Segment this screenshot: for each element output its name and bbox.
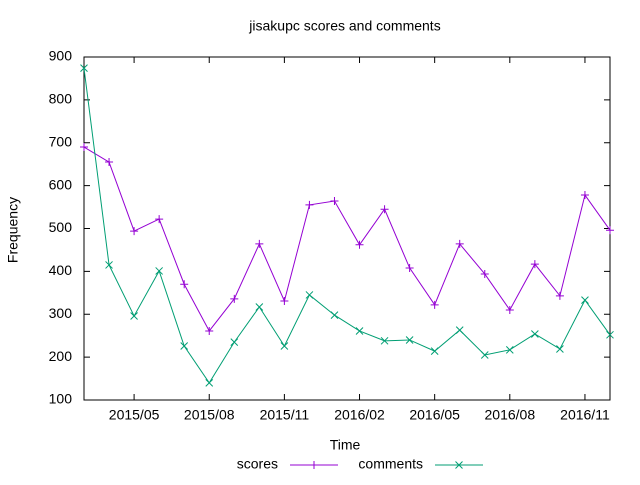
point-marker xyxy=(355,327,364,335)
point-marker xyxy=(305,200,314,209)
chart-title: jisakupc scores and comments xyxy=(248,18,440,34)
point-marker xyxy=(255,303,264,311)
point-marker xyxy=(555,291,564,300)
x-tick-label: 2016/05 xyxy=(409,407,460,423)
point-marker xyxy=(480,269,489,278)
point-marker xyxy=(230,338,239,346)
point-marker xyxy=(180,280,189,289)
point-marker xyxy=(505,345,514,354)
point-marker xyxy=(330,197,339,206)
point-marker xyxy=(355,240,364,249)
x-tick-label: 2016/02 xyxy=(334,407,385,423)
point-marker xyxy=(130,227,139,236)
point-marker xyxy=(280,342,289,350)
legend-label: scores xyxy=(237,456,278,472)
point-marker xyxy=(280,296,289,305)
point-marker xyxy=(330,311,339,319)
point-marker xyxy=(505,305,514,314)
point-marker xyxy=(480,351,489,359)
y-tick-label: 800 xyxy=(49,91,73,107)
point-marker xyxy=(205,326,214,335)
point-marker xyxy=(405,263,414,272)
point-marker xyxy=(606,330,614,339)
y-tick-label: 900 xyxy=(49,48,73,64)
point-marker xyxy=(455,326,464,334)
y-tick-label: 500 xyxy=(49,219,73,235)
y-axis-label: Frequency xyxy=(5,197,21,263)
point-marker xyxy=(606,226,614,235)
point-marker xyxy=(205,378,214,387)
series-line xyxy=(83,146,611,332)
point-marker xyxy=(405,336,414,344)
point-marker xyxy=(155,267,163,275)
point-marker xyxy=(305,291,314,299)
point-marker xyxy=(180,342,189,350)
point-marker xyxy=(105,158,114,167)
point-marker xyxy=(155,215,164,224)
point-marker xyxy=(430,347,439,355)
point-marker xyxy=(230,294,239,303)
point-marker xyxy=(130,312,138,320)
point-marker xyxy=(105,261,113,269)
point-marker xyxy=(581,296,589,304)
point-marker xyxy=(255,239,264,248)
y-tick-label: 600 xyxy=(49,176,73,192)
x-tick-label: 2016/08 xyxy=(485,407,536,423)
x-tick-label: 2016/11 xyxy=(560,407,610,423)
y-tick-label: 300 xyxy=(49,305,73,321)
point-marker xyxy=(455,239,464,248)
point-marker xyxy=(556,345,564,353)
legend-marker xyxy=(455,461,463,469)
legend-marker xyxy=(310,461,318,469)
y-tick-label: 100 xyxy=(49,391,73,407)
point-marker xyxy=(530,260,539,269)
point-marker xyxy=(80,143,88,152)
point-marker xyxy=(580,191,589,200)
point-marker xyxy=(531,330,539,338)
point-marker xyxy=(430,300,439,309)
x-tick-label: 2015/11 xyxy=(260,407,310,423)
point-marker xyxy=(380,205,389,214)
x-tick-label: 2015/05 xyxy=(109,407,160,423)
point-marker xyxy=(380,336,389,345)
x-tick-label: 2015/08 xyxy=(184,407,235,423)
series-line xyxy=(83,68,611,384)
point-marker xyxy=(80,64,88,73)
y-tick-label: 700 xyxy=(49,133,73,149)
legend-label: comments xyxy=(358,456,423,472)
x-axis-label: Time xyxy=(330,437,361,453)
y-tick-label: 400 xyxy=(49,262,73,278)
y-tick-label: 200 xyxy=(49,348,73,364)
